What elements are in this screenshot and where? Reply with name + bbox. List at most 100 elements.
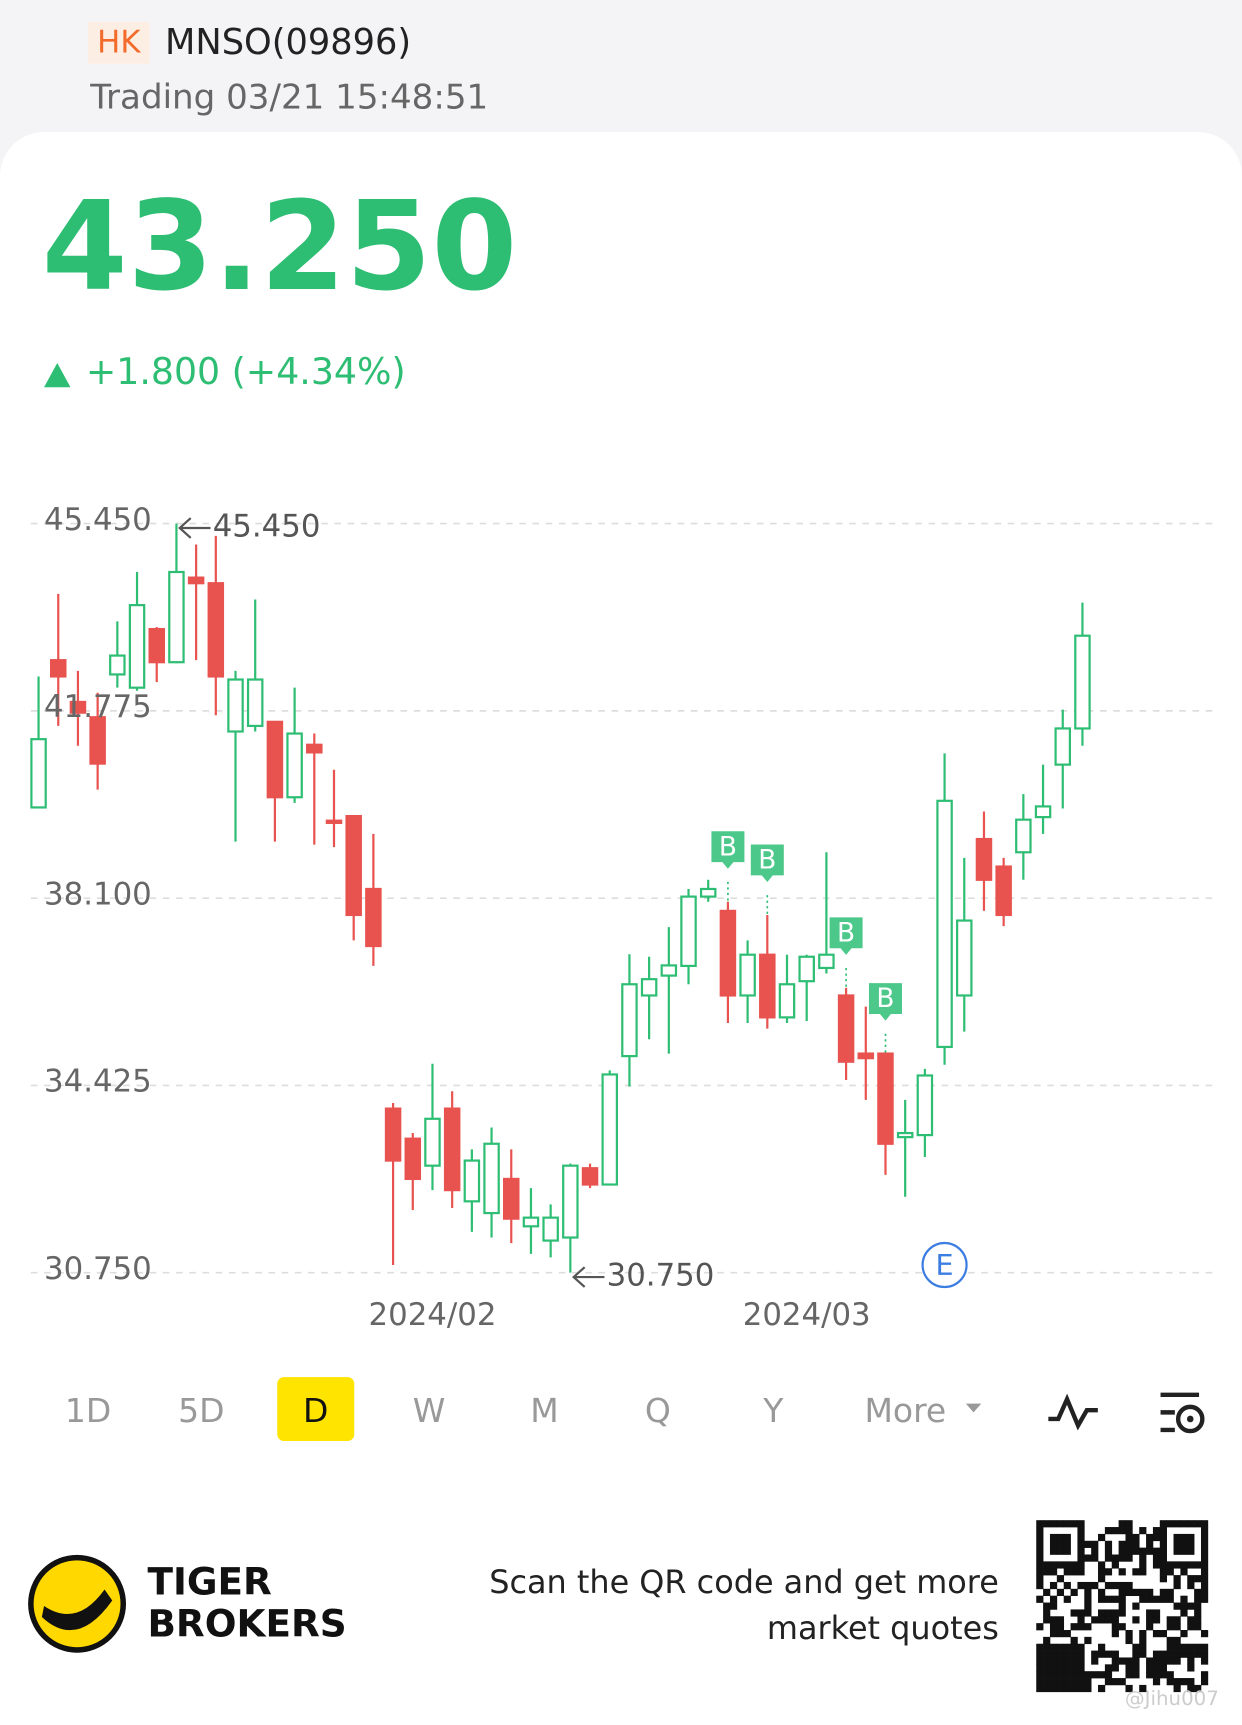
event-marker[interactable] — [921, 1241, 968, 1289]
qr-module — [1036, 1650, 1044, 1658]
qr-module — [1091, 1547, 1099, 1555]
qr-module — [1159, 1657, 1167, 1665]
qr-module — [1118, 1657, 1126, 1665]
qr-module — [1070, 1684, 1078, 1693]
candle-body — [798, 955, 815, 983]
qr-module — [1056, 1575, 1065, 1583]
qr-module — [1146, 1671, 1154, 1679]
qr-module — [1132, 1540, 1140, 1548]
card — [0, 132, 1242, 1725]
qr-module — [1111, 1616, 1119, 1624]
candle-body — [818, 953, 835, 970]
tab[interactable]: W — [413, 1391, 446, 1430]
qr-module — [1159, 1588, 1167, 1597]
signal-marker[interactable] — [829, 917, 863, 955]
qr-module — [1166, 1623, 1174, 1631]
qr-module — [1125, 1671, 1133, 1679]
indicator-icon[interactable] — [1048, 1393, 1098, 1431]
qr-module — [1187, 1547, 1195, 1555]
qr-module — [1077, 1527, 1085, 1535]
tab[interactable]: 1D — [65, 1391, 111, 1430]
tab[interactable]: D — [303, 1391, 328, 1430]
qr-module — [1187, 1575, 1195, 1583]
candle-body — [640, 978, 658, 997]
tab[interactable]: Q — [645, 1391, 671, 1430]
qr-module — [1043, 1588, 1051, 1597]
qr-module — [1200, 1588, 1209, 1597]
qr-module — [1159, 1595, 1167, 1603]
qr-module — [1166, 1650, 1174, 1658]
qr-module — [1036, 1568, 1044, 1576]
qr-module — [1063, 1540, 1071, 1548]
qr-module — [1104, 1540, 1113, 1548]
qr-module — [1111, 1623, 1119, 1631]
signal-marker[interactable] — [750, 844, 784, 882]
qr-module — [1084, 1636, 1092, 1645]
qr-module — [1049, 1595, 1058, 1603]
qr-module — [1084, 1595, 1092, 1603]
qr-module — [1187, 1581, 1195, 1590]
qr-module — [1063, 1657, 1071, 1665]
qr-module — [1043, 1520, 1051, 1528]
tab[interactable]: 5D — [178, 1391, 224, 1430]
qr-module — [1139, 1650, 1147, 1658]
candle-body — [148, 627, 165, 664]
qr-module — [1132, 1650, 1140, 1658]
candle-body — [345, 814, 362, 917]
qr-module — [1187, 1533, 1195, 1542]
candle-body — [404, 1137, 422, 1181]
signal-label: B — [876, 984, 894, 1014]
qr-module — [1173, 1581, 1181, 1590]
qr-module — [1152, 1630, 1161, 1638]
candle-body — [365, 887, 382, 948]
qr-module — [1118, 1568, 1126, 1576]
candle-body — [719, 909, 737, 997]
qr-module — [1063, 1581, 1071, 1590]
qr-module — [1056, 1664, 1065, 1672]
qr-module — [1132, 1588, 1140, 1597]
qr-module — [1152, 1527, 1161, 1535]
qr-module — [1173, 1616, 1181, 1624]
qr-module — [1118, 1581, 1126, 1590]
qr-module — [1036, 1581, 1044, 1590]
more-caret[interactable] — [965, 1403, 982, 1413]
qr-module — [1056, 1533, 1065, 1542]
qr-module — [1125, 1533, 1133, 1542]
qr-module — [1173, 1520, 1181, 1528]
qr-module — [1118, 1602, 1126, 1610]
qr-module — [1104, 1664, 1113, 1672]
event-label: E — [936, 1248, 954, 1282]
tab[interactable]: Y — [762, 1391, 784, 1430]
settings-icon[interactable] — [1160, 1392, 1205, 1434]
qr-module — [1118, 1520, 1126, 1528]
qr-module — [1084, 1581, 1092, 1590]
tab[interactable]: M — [530, 1391, 558, 1430]
qr-module — [1152, 1678, 1161, 1686]
qr-module — [1077, 1664, 1085, 1672]
qr-module — [1159, 1520, 1167, 1528]
qr-module — [1118, 1595, 1126, 1603]
tab[interactable]: More — [864, 1391, 946, 1430]
qr-module — [1077, 1581, 1085, 1590]
qr-module — [1166, 1616, 1174, 1624]
candle-body — [503, 1177, 520, 1220]
qr-module — [1049, 1616, 1058, 1624]
qr-module — [1104, 1527, 1113, 1535]
signal-marker[interactable] — [868, 983, 902, 1021]
candle-body — [30, 738, 47, 809]
x-tick-label: 2024/03 — [743, 1297, 871, 1333]
qr-module — [1139, 1630, 1147, 1638]
qr-module — [1084, 1684, 1092, 1693]
qr-module — [1070, 1657, 1078, 1665]
qr-module — [1180, 1630, 1188, 1638]
qr-module — [1139, 1643, 1147, 1651]
qr-module — [1070, 1568, 1078, 1576]
qr-module — [1049, 1581, 1058, 1590]
qr-module — [1084, 1540, 1092, 1548]
qr-module — [1056, 1678, 1065, 1686]
qr-module — [1084, 1623, 1092, 1631]
signal-marker[interactable] — [711, 831, 745, 869]
qr-module — [1159, 1533, 1167, 1542]
qr-module — [1056, 1561, 1065, 1569]
candle-body — [89, 716, 106, 765]
